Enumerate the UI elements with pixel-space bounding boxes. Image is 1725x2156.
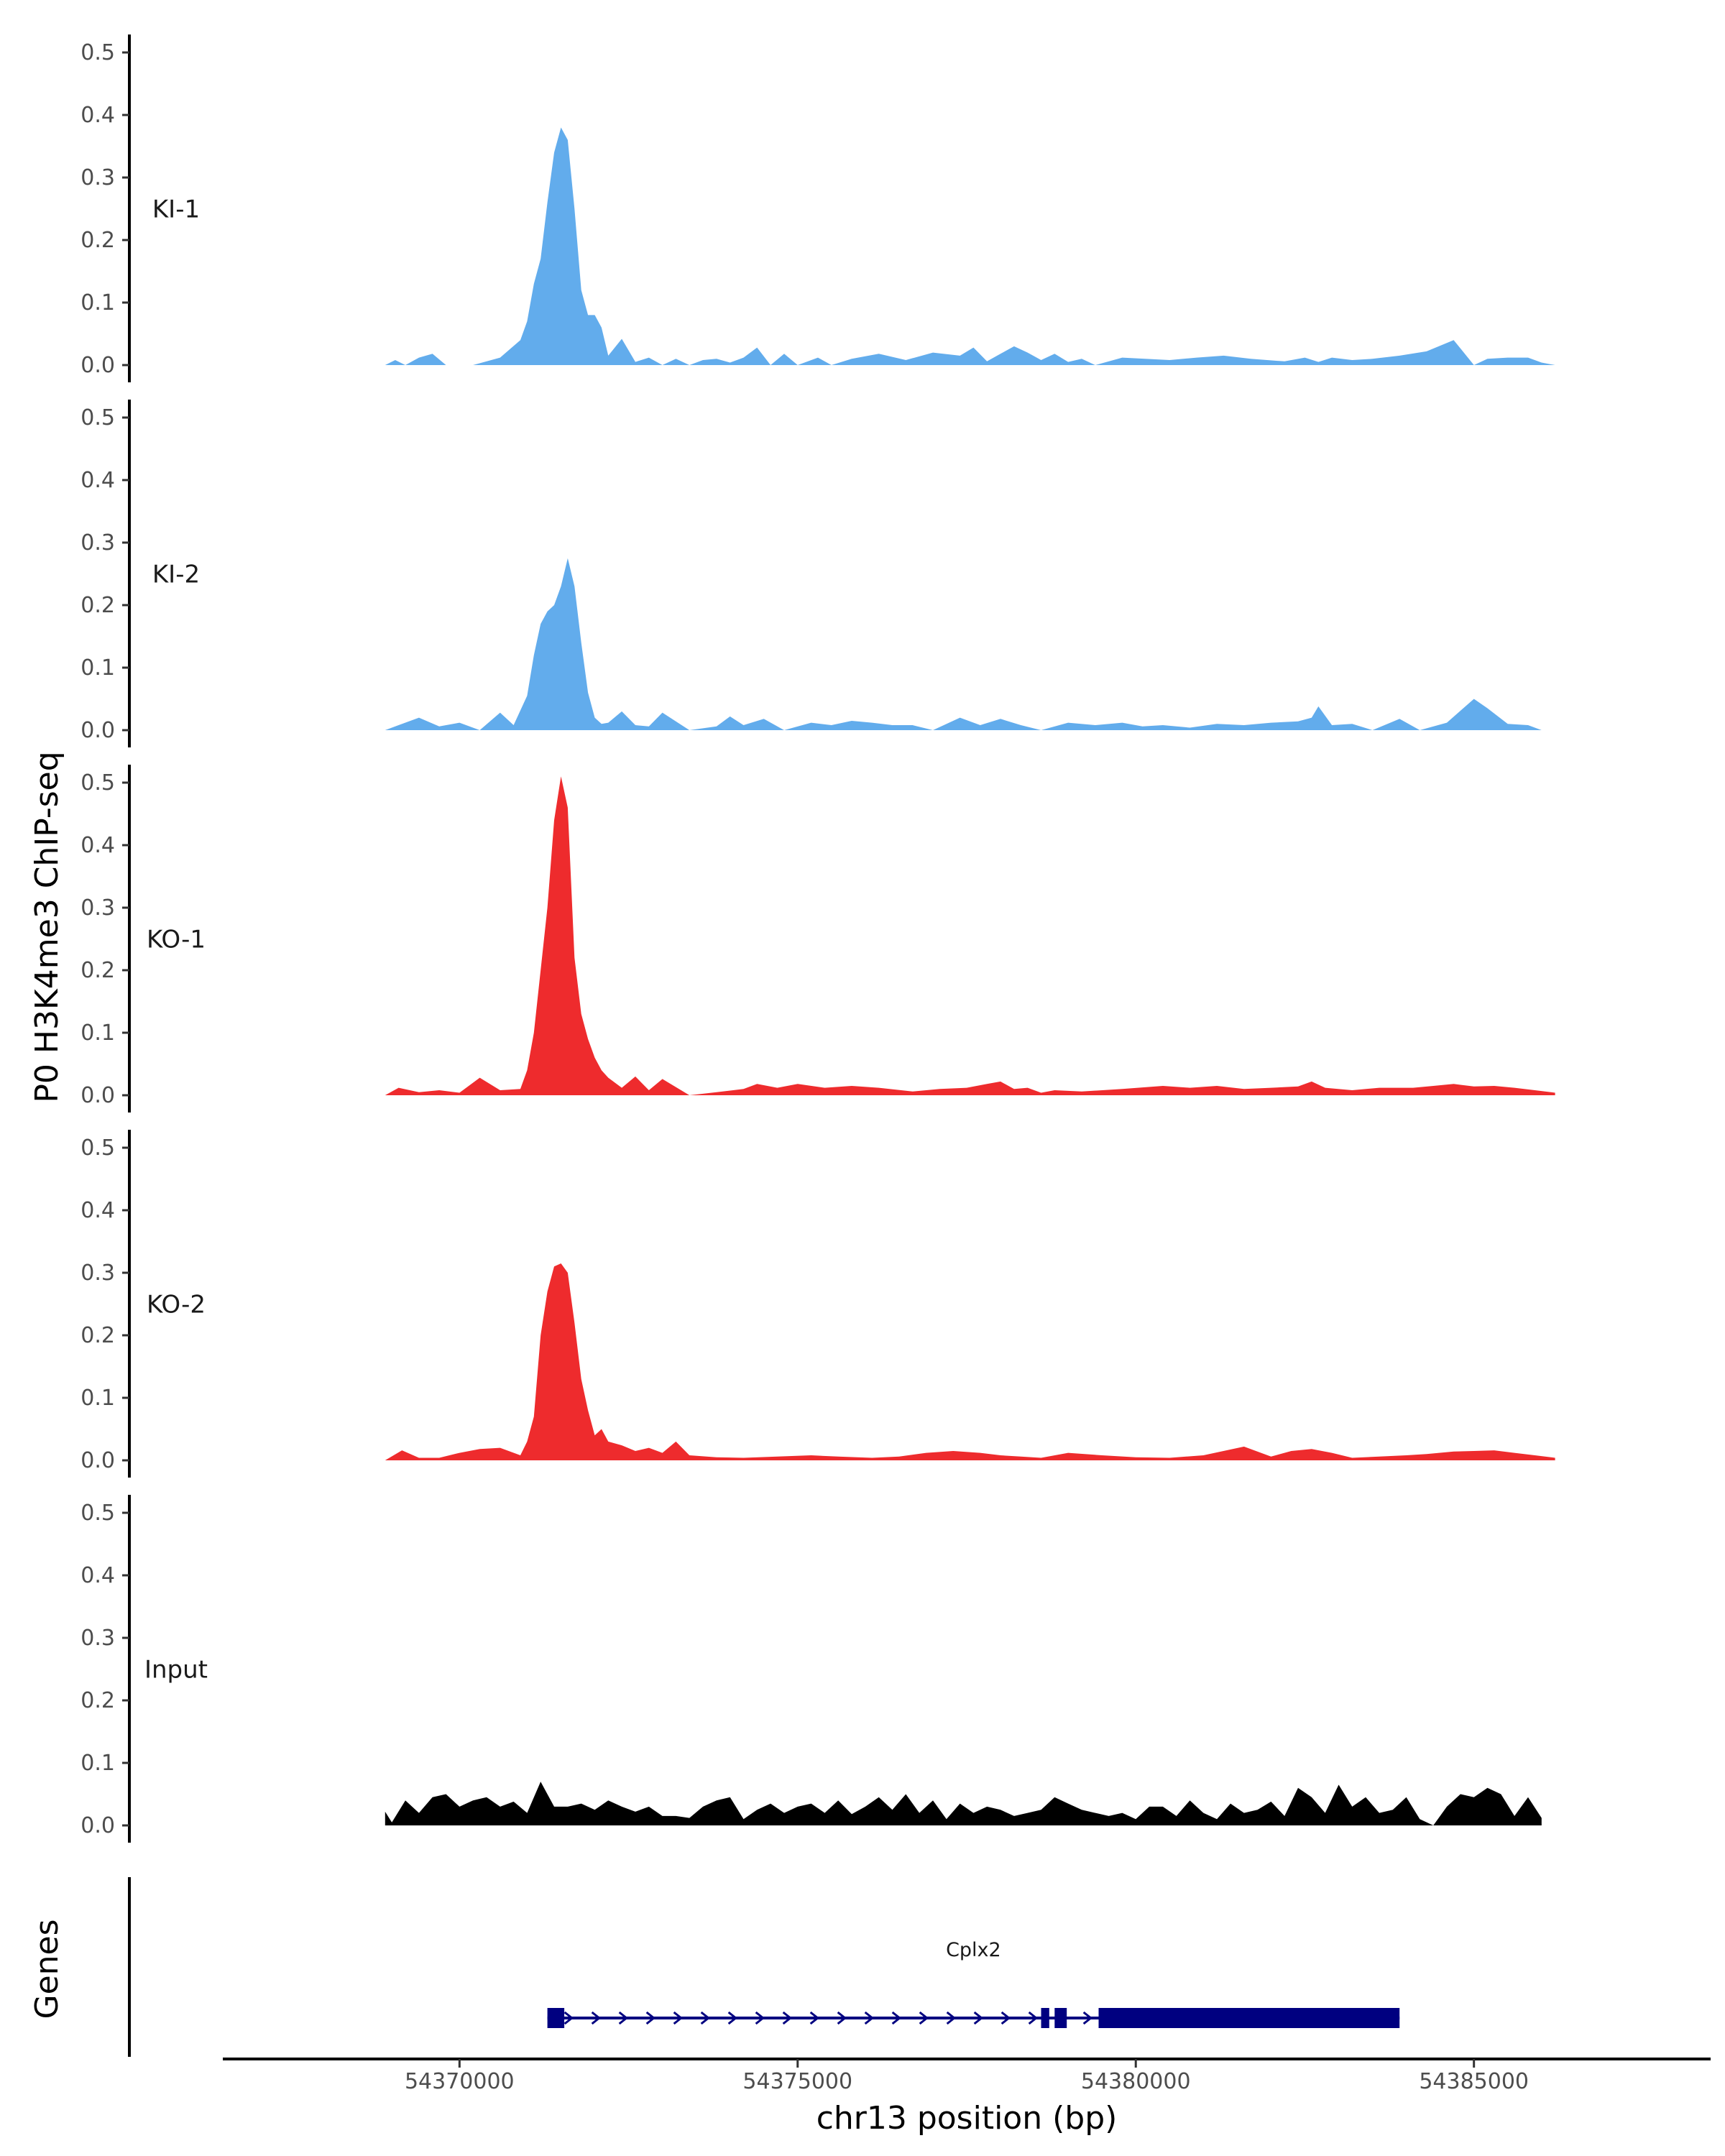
track-label: Input bbox=[144, 1656, 208, 1685]
x-tick-label: 54375000 bbox=[742, 2069, 852, 2094]
strand-arrow bbox=[837, 2011, 847, 2025]
y-tick-label: 0.5 bbox=[80, 1501, 115, 1526]
strand-arrow bbox=[946, 2011, 957, 2025]
strand-arrow bbox=[1082, 2011, 1093, 2025]
gene-exon bbox=[1054, 2008, 1067, 2028]
y-tick-label: 0.3 bbox=[80, 895, 115, 921]
signal-area-ko-2 bbox=[385, 1263, 1555, 1460]
tracks-layer: 0.0 0.1 0.2 0.3 0.4 0.5 KI-1 0.0 0.1 0.2 0.3 0.4 0.5… bbox=[80, 34, 1555, 1843]
y-tick-label: 0.1 bbox=[80, 1751, 115, 1776]
y-tick-label: 0.0 bbox=[80, 353, 115, 378]
strand-arrow bbox=[891, 2011, 902, 2025]
y-tick-label: 0.1 bbox=[80, 1021, 115, 1046]
strand-arrow bbox=[755, 2011, 765, 2025]
track-label: KO-2 bbox=[147, 1291, 206, 1319]
gene-model bbox=[547, 2008, 1400, 2028]
y-tick-label: 0.1 bbox=[80, 655, 115, 681]
y-tick-label: 0.4 bbox=[80, 1198, 115, 1223]
strand-arrow bbox=[1000, 2011, 1011, 2025]
y-tick-label: 0.5 bbox=[80, 770, 115, 796]
strand-arrow bbox=[645, 2011, 656, 2025]
x-axis: 54370000 54375000 54380000 54385000 bbox=[223, 2058, 1711, 2094]
track-panel-ki-1: 0.0 0.1 0.2 0.3 0.4 0.5 KI-1 bbox=[80, 34, 1555, 382]
track-panel-ki-2: 0.0 0.1 0.2 0.3 0.4 0.5 KI-2 bbox=[80, 400, 1542, 747]
strand-arrow bbox=[564, 2011, 574, 2025]
signal-area-ki-2 bbox=[385, 558, 1542, 730]
y-tick-label: 0.1 bbox=[80, 1386, 115, 1411]
y-tick-label: 0.3 bbox=[80, 1261, 115, 1286]
x-tick-label: 54380000 bbox=[1081, 2069, 1191, 2094]
strand-arrow bbox=[809, 2011, 820, 2025]
track-panel-input: 0.0 0.1 0.2 0.3 0.4 0.5 Input bbox=[80, 1495, 1542, 1843]
x-axis-title: chr13 position (bp) bbox=[816, 2100, 1118, 2137]
strand-arrow bbox=[973, 2011, 984, 2025]
x-tick-label: 54370000 bbox=[405, 2069, 515, 2094]
genes-track: Genes Cplx2 bbox=[29, 1877, 1400, 2057]
gene-exon bbox=[1041, 2008, 1049, 2028]
genes-title: Genes bbox=[29, 1919, 65, 2019]
strand-arrow bbox=[919, 2011, 929, 2025]
track-label: KI-2 bbox=[152, 561, 200, 589]
y-tick-label: 0.4 bbox=[80, 1563, 115, 1588]
y-tick-label: 0.2 bbox=[80, 593, 115, 618]
y-tick-label: 0.4 bbox=[80, 103, 115, 128]
y-tick-label: 0.3 bbox=[80, 530, 115, 556]
y-tick-label: 0.0 bbox=[80, 718, 115, 743]
gene-exon bbox=[547, 2008, 565, 2028]
y-tick-label: 0.4 bbox=[80, 468, 115, 493]
y-tick-label: 0.4 bbox=[80, 833, 115, 858]
y-tick-label: 0.2 bbox=[80, 958, 115, 983]
signal-area-input bbox=[385, 1782, 1542, 1825]
y-axis-title: P0 H3K4me3 ChIP-seq bbox=[29, 751, 65, 1102]
y-tick-label: 0.3 bbox=[80, 1626, 115, 1651]
track-label: KO-1 bbox=[147, 926, 206, 954]
track-panel-ko-2: 0.0 0.1 0.2 0.3 0.4 0.5 KO-2 bbox=[80, 1130, 1555, 1478]
strand-arrow bbox=[864, 2011, 875, 2025]
signal-area-ko-1 bbox=[385, 776, 1555, 1095]
y-tick-label: 0.1 bbox=[80, 290, 115, 315]
track-label: KI-1 bbox=[152, 195, 200, 224]
strand-arrow bbox=[1028, 2011, 1039, 2025]
strand-arrow bbox=[618, 2011, 629, 2025]
strand-arrow bbox=[591, 2011, 602, 2025]
x-tick-label: 54385000 bbox=[1419, 2069, 1529, 2094]
signal-area-ki-1 bbox=[385, 127, 1555, 365]
y-tick-label: 0.0 bbox=[80, 1448, 115, 1473]
gene-exon bbox=[1098, 2008, 1400, 2028]
strand-arrow bbox=[727, 2011, 738, 2025]
strand-arrow bbox=[673, 2011, 684, 2025]
y-tick-label: 0.5 bbox=[80, 405, 115, 430]
gene-label: Cplx2 bbox=[946, 1939, 1001, 1961]
y-tick-label: 0.5 bbox=[80, 40, 115, 65]
y-tick-label: 0.2 bbox=[80, 1688, 115, 1713]
strand-arrow bbox=[700, 2011, 711, 2025]
y-tick-label: 0.2 bbox=[80, 228, 115, 253]
y-tick-label: 0.3 bbox=[80, 165, 115, 190]
y-tick-label: 0.5 bbox=[80, 1135, 115, 1161]
y-tick-label: 0.2 bbox=[80, 1323, 115, 1348]
strand-arrow bbox=[782, 2011, 793, 2025]
track-panel-ko-1: 0.0 0.1 0.2 0.3 0.4 0.5 KO-1 bbox=[80, 765, 1555, 1112]
y-tick-label: 0.0 bbox=[80, 1813, 115, 1838]
y-tick-label: 0.0 bbox=[80, 1083, 115, 1108]
